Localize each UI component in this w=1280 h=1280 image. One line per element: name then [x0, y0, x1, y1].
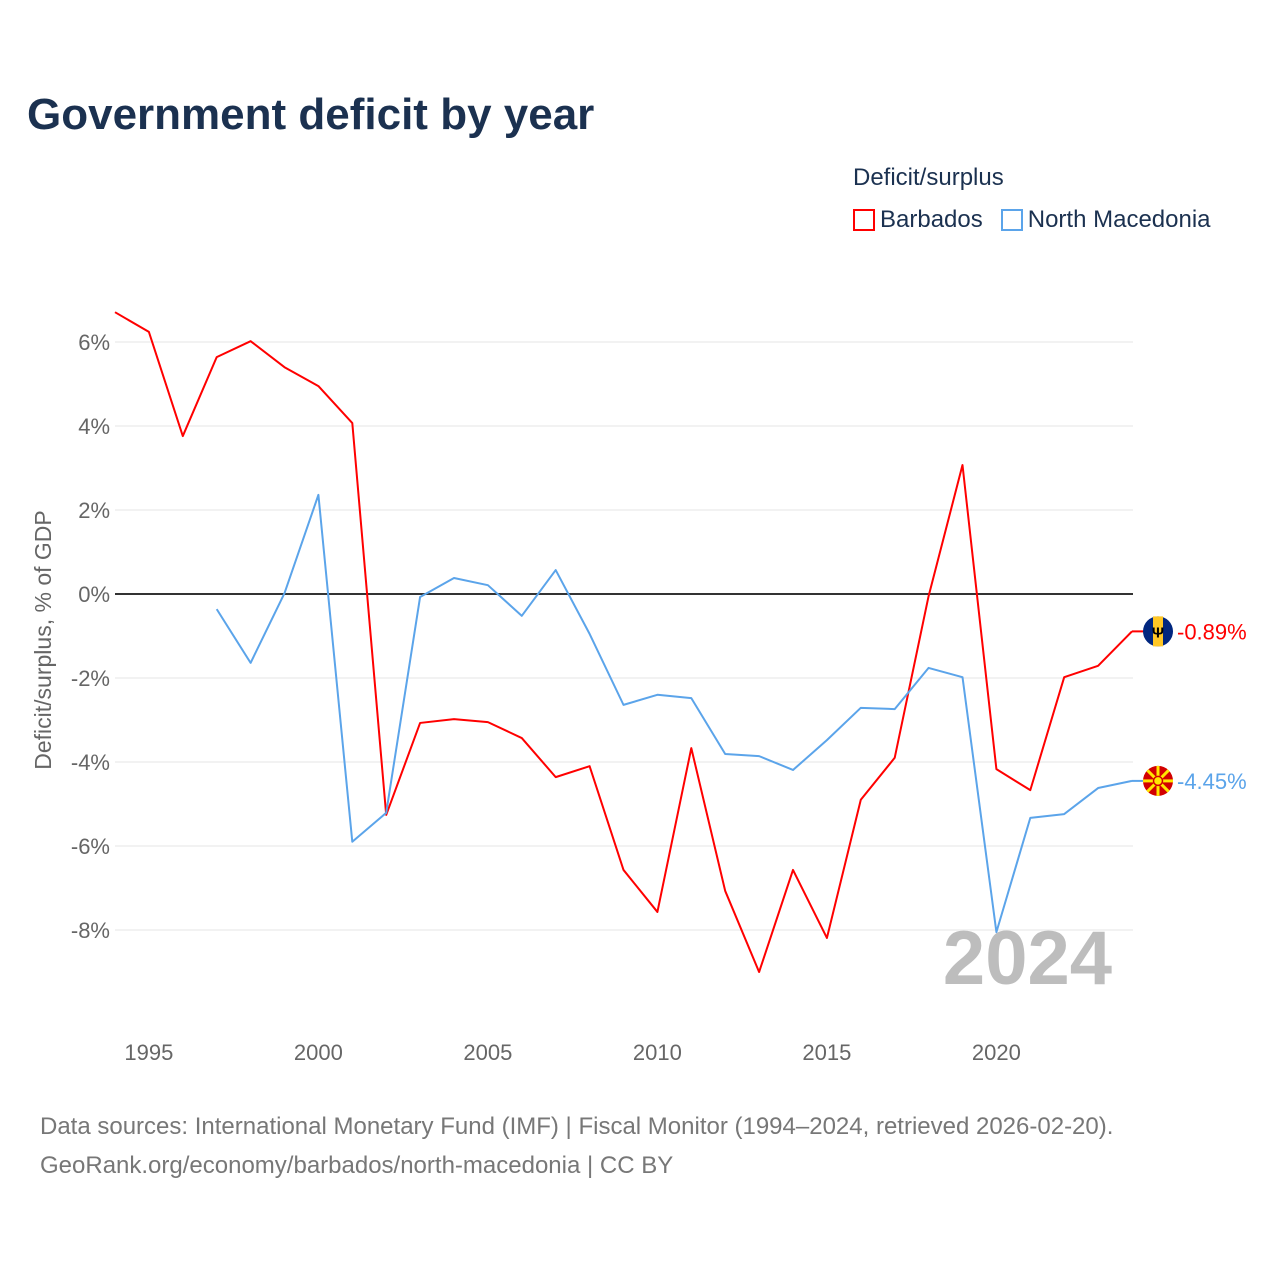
y-tick-label: -6%: [71, 834, 110, 859]
sun-disc: [1152, 775, 1164, 787]
y-tick-label: -2%: [71, 666, 110, 691]
barbados-flag: Ψ: [1143, 616, 1173, 647]
legend-item-barbados[interactable]: Barbados: [853, 206, 983, 234]
x-tick-label: 2020: [972, 1040, 1021, 1065]
legend-swatch-north-macedonia: [1000, 209, 1023, 231]
y-tick-label: 6%: [78, 330, 110, 355]
x-tick-label: 2010: [633, 1040, 682, 1065]
source-line-2[interactable]: GeoRank.org/economy/barbados/north-maced…: [40, 1152, 674, 1179]
x-tick-label: 1995: [124, 1040, 173, 1065]
x-tick-label: 2015: [802, 1040, 851, 1065]
legend-swatch-barbados: [853, 209, 875, 231]
series-line-north-macedonia: [215, 493, 1133, 934]
end-value-label: -0.89%: [1177, 619, 1247, 644]
trident-icon: Ψ: [1152, 624, 1164, 641]
north-macedonia-flag: [1143, 765, 1173, 796]
y-tick-label: -8%: [71, 918, 110, 943]
y-tick-label: 2%: [78, 498, 110, 523]
legend-label: Barbados: [880, 206, 983, 233]
legend-label: North Macedonia: [1027, 206, 1211, 233]
flag-band: [1153, 616, 1163, 647]
y-tick-label: -4%: [71, 750, 110, 775]
end-value-label: -4.45%: [1177, 769, 1247, 794]
legend: Barbados North Macedonia: [853, 206, 1211, 234]
year-watermark: 2024: [943, 916, 1112, 1001]
chart-title: Government deficit by year: [27, 90, 595, 139]
legend-item-north-macedonia[interactable]: North Macedonia: [1000, 206, 1211, 234]
y-axis-label: Deficit/surplus, % of GDP: [30, 510, 56, 769]
source-note: Data sources: International Monetary Fun…: [40, 1107, 1113, 1185]
x-tick-label: 2005: [463, 1040, 512, 1065]
series-line-barbados: [114, 311, 1133, 973]
legend-title: Deficit/surplus: [853, 164, 1004, 191]
x-tick-label: 2000: [294, 1040, 343, 1065]
y-tick-label: 4%: [78, 414, 110, 439]
source-line-1: Data sources: International Monetary Fun…: [40, 1113, 1114, 1140]
y-tick-label: 0%: [78, 582, 110, 607]
